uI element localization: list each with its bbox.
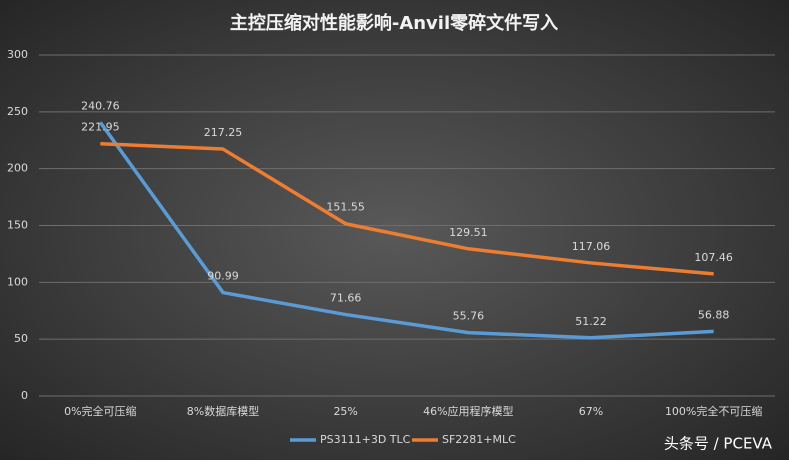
x-tick-label: 67% xyxy=(579,405,603,418)
y-tick-label: 100 xyxy=(7,275,28,288)
data-label: 240.76 xyxy=(81,99,120,112)
y-tick-label: 50 xyxy=(14,332,28,345)
x-tick-label: 100%完全不可压缩 xyxy=(665,404,762,418)
data-label: 71.66 xyxy=(330,292,362,305)
data-label: 107.46 xyxy=(694,251,733,264)
watermark: 头条号 / PCEVA xyxy=(664,435,773,453)
data-label: 90.99 xyxy=(207,270,239,283)
legend-label: PS3111+3D TLC xyxy=(320,433,411,446)
data-label: 217.25 xyxy=(204,126,243,139)
y-tick-label: 0 xyxy=(21,389,28,402)
series-line xyxy=(98,121,714,340)
data-label: 56.88 xyxy=(698,308,730,321)
x-tick-label: 46%应用程序模型 xyxy=(423,404,513,418)
x-tick-label: 8%数据库模型 xyxy=(187,404,259,418)
data-label: 129.51 xyxy=(449,226,488,239)
data-label: 117.06 xyxy=(572,240,611,253)
x-tick-label: 25% xyxy=(333,405,357,418)
y-tick-label: 300 xyxy=(7,48,28,61)
y-tick-label: 200 xyxy=(7,162,28,175)
y-tick-label: 150 xyxy=(7,219,28,232)
data-label: 51.22 xyxy=(575,315,607,328)
data-label: 55.76 xyxy=(453,310,485,323)
y-tick-label: 250 xyxy=(7,105,28,118)
legend-label: SF2281+MLC xyxy=(442,433,516,446)
series-line xyxy=(100,141,714,276)
chart-title: 主控压缩对性能影响-Anvil零碎文件写入 xyxy=(230,12,558,34)
data-label: 221.95 xyxy=(81,121,120,134)
x-tick-label: 0%完全可压缩 xyxy=(64,404,136,418)
data-label: 151.55 xyxy=(326,201,365,214)
